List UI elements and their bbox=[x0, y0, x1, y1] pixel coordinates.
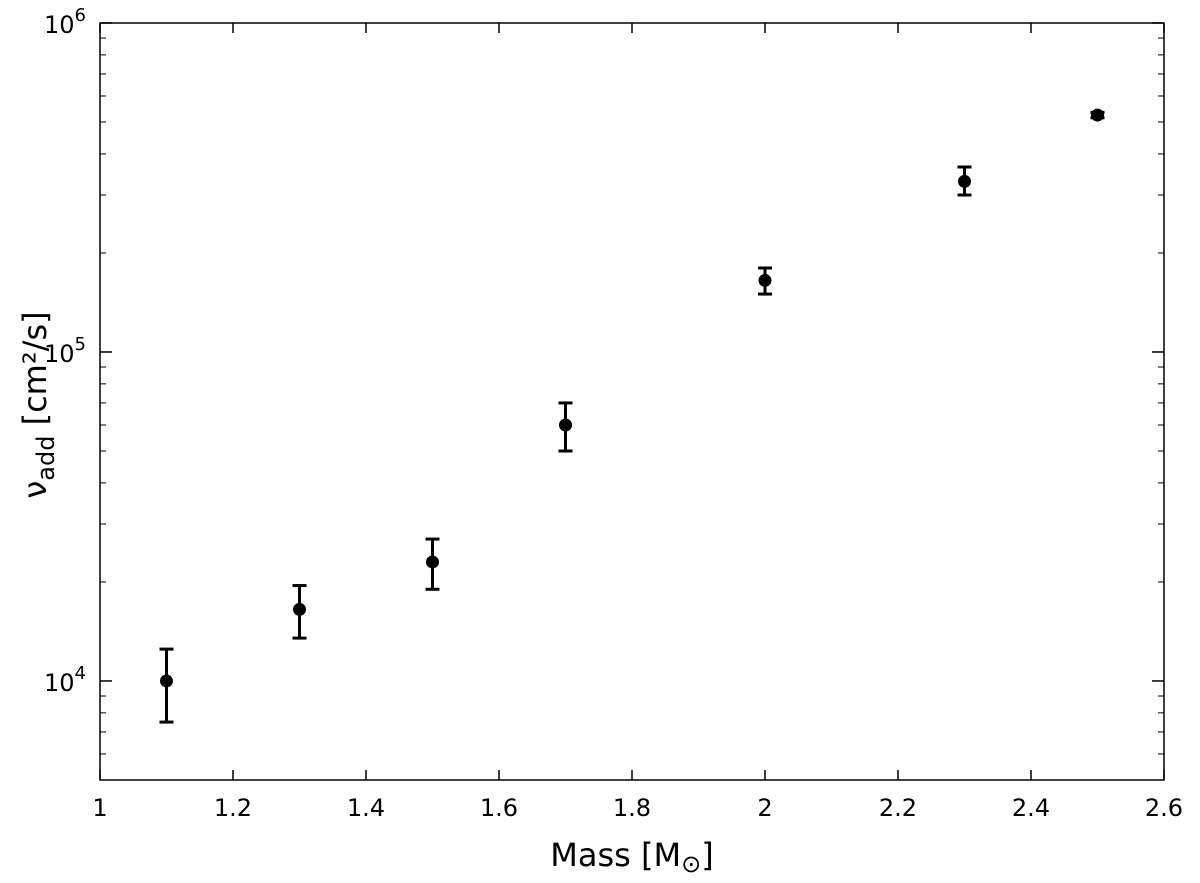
point-marker bbox=[958, 174, 971, 188]
x-tick-label: 2 bbox=[757, 794, 772, 822]
data-point bbox=[1090, 108, 1105, 122]
data-points bbox=[159, 108, 1105, 724]
data-point bbox=[558, 401, 573, 453]
point-marker bbox=[160, 674, 173, 688]
tick-labels: 1 1.2 1.4 1.6 1.8 2 2.2 2.4 2.6 104 105 106 bbox=[44, 5, 1183, 822]
point-marker bbox=[293, 602, 306, 616]
x-tick-label: 1.6 bbox=[480, 794, 518, 822]
tick-marks bbox=[99, 22, 1165, 781]
x-tick-label: 2.6 bbox=[1145, 794, 1183, 822]
point-marker bbox=[758, 273, 772, 287]
x-axis-label: Mass [M⊙] bbox=[550, 836, 713, 878]
x-tick-label: 2.2 bbox=[879, 794, 917, 822]
plot-frame bbox=[99, 22, 1165, 781]
x-tick-label: 2.4 bbox=[1012, 794, 1050, 822]
axes bbox=[99, 22, 1165, 781]
point-marker bbox=[559, 418, 572, 432]
y-tick-label: 105 bbox=[44, 334, 86, 368]
data-point bbox=[292, 584, 307, 640]
point-marker bbox=[426, 555, 439, 569]
x-tick-label: 1 bbox=[92, 794, 107, 822]
y-tick-label: 106 bbox=[44, 5, 86, 39]
data-point bbox=[159, 647, 174, 724]
y-axis-label: νadd [cm²/s] bbox=[16, 311, 60, 498]
data-point bbox=[758, 266, 772, 296]
x-tick-label: 1.2 bbox=[214, 794, 252, 822]
y-tick-label: 104 bbox=[44, 663, 86, 697]
x-tick-label: 1.8 bbox=[613, 794, 651, 822]
data-point bbox=[957, 165, 972, 197]
data-point bbox=[425, 537, 440, 591]
point-marker bbox=[1091, 108, 1104, 122]
x-tick-label: 1.4 bbox=[347, 794, 385, 822]
